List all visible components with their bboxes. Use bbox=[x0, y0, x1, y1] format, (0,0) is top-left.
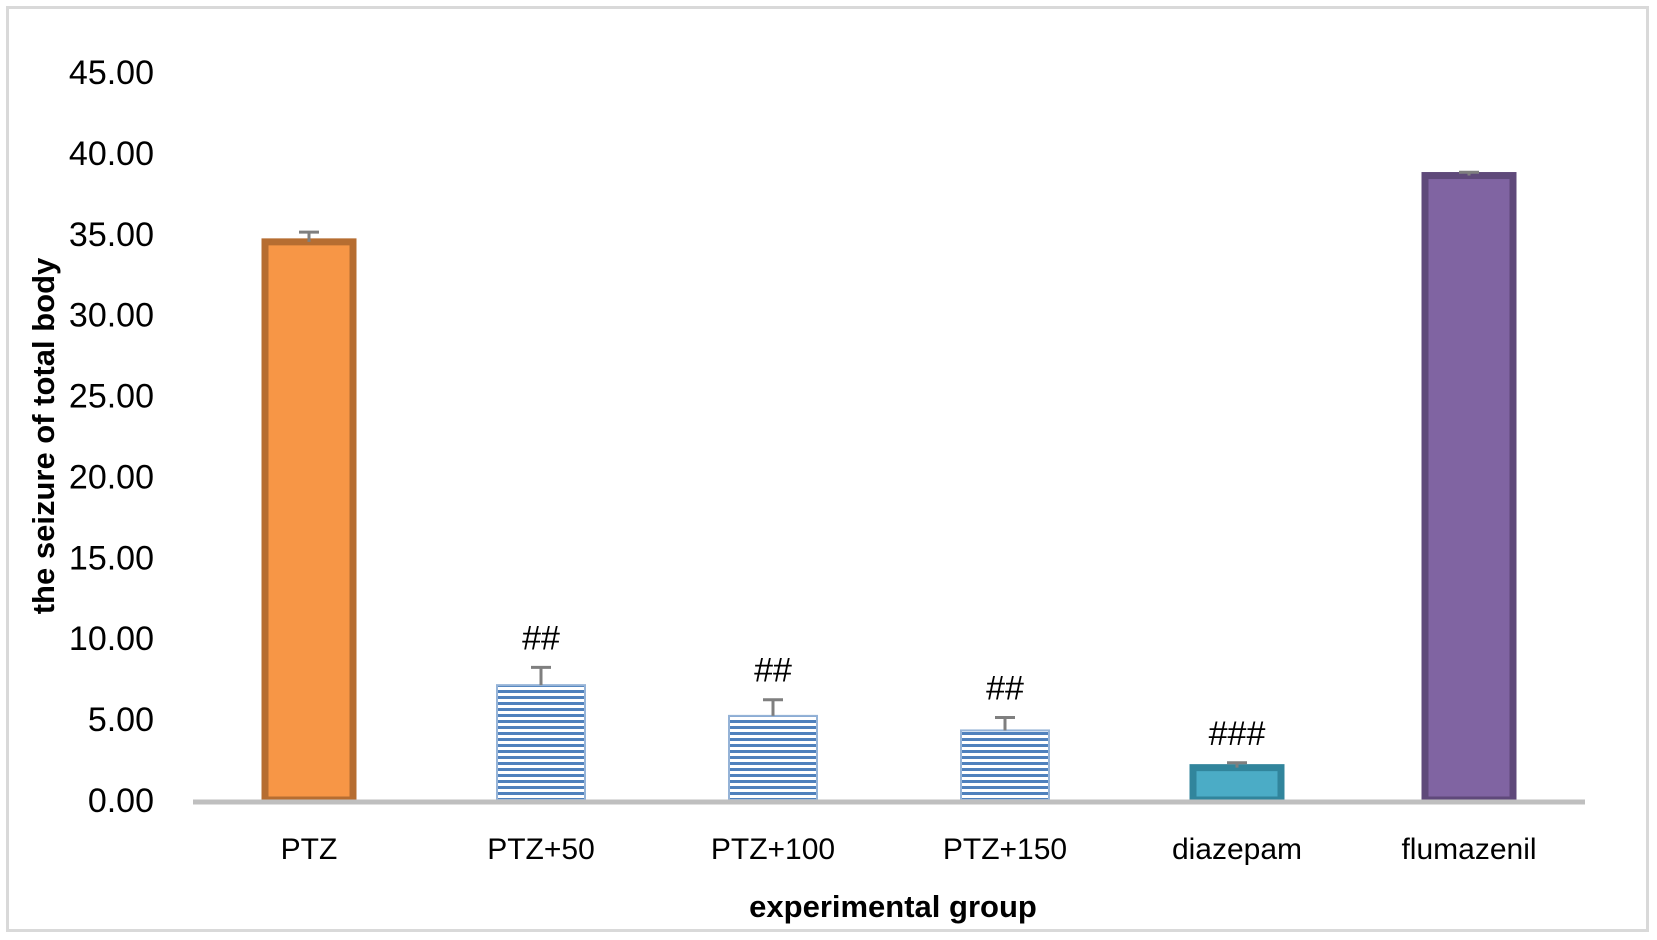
y-tick-label: 25.00 bbox=[69, 378, 154, 416]
error-bars bbox=[299, 170, 1479, 768]
error-bar bbox=[995, 715, 1015, 731]
significance-label: ### bbox=[1209, 715, 1266, 753]
x-tick-label: flumazenil bbox=[1401, 833, 1536, 866]
x-axis-ticks: PTZ PTZ+50 PTZ+100 PTZ+150 diazepam flumazeni… bbox=[281, 833, 1537, 866]
x-tick-label: PTZ+150 bbox=[943, 833, 1067, 866]
annotations: #### ##### bbox=[522, 619, 1265, 752]
bar-ptz-50 bbox=[496, 684, 586, 801]
x-tick-label: PTZ bbox=[281, 833, 338, 866]
y-tick-label: 35.00 bbox=[69, 216, 154, 254]
y-tick-label: 40.00 bbox=[69, 135, 154, 173]
error-bar bbox=[763, 698, 783, 716]
bars bbox=[261, 172, 1517, 804]
bar-diazepam bbox=[1189, 764, 1285, 804]
significance-label: ## bbox=[986, 669, 1024, 707]
y-tick-label: 10.00 bbox=[69, 620, 154, 658]
y-axis-ticks: 0.00 5.00 10.00 15.00 20.00 25.00 30.00 35.00 40… bbox=[69, 54, 154, 820]
y-tick-label: 20.00 bbox=[69, 458, 154, 496]
y-tick-label: 5.00 bbox=[88, 701, 154, 739]
y-tick-label: 45.00 bbox=[69, 54, 154, 92]
y-tick-label: 30.00 bbox=[69, 297, 154, 335]
bar-ptz-100 bbox=[728, 714, 818, 801]
x-tick-label: PTZ+100 bbox=[711, 833, 835, 866]
error-bar bbox=[531, 665, 551, 686]
y-axis-title: the seizure of total body bbox=[26, 257, 61, 614]
error-bar bbox=[1227, 761, 1247, 768]
significance-label: ## bbox=[754, 652, 792, 690]
x-tick-label: PTZ+50 bbox=[487, 833, 595, 866]
significance-label: ## bbox=[522, 619, 560, 657]
x-axis-title: experimental group bbox=[749, 889, 1037, 924]
x-tick-label: diazepam bbox=[1172, 833, 1302, 866]
y-tick-label: 15.00 bbox=[69, 539, 154, 577]
bar-flumazenil bbox=[1421, 172, 1517, 804]
bar-ptz bbox=[261, 238, 357, 804]
error-bar bbox=[299, 230, 319, 242]
y-tick-label: 0.00 bbox=[88, 782, 154, 820]
error-bar bbox=[1459, 170, 1479, 176]
bar-ptz-150 bbox=[960, 729, 1050, 801]
